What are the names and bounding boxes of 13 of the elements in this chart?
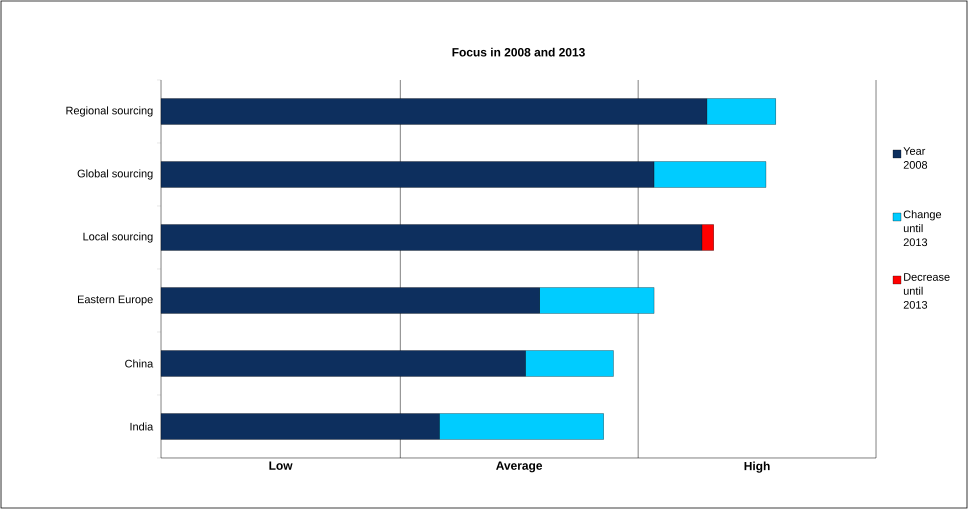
legend-label: Year 2008 [903,147,928,169]
chart-title: Focus in 2008 and 2013 [452,48,585,56]
y-tick-label: Local sourcing [83,232,153,243]
y-tick-label: Eastern Europe [78,296,153,306]
legend-label: Decrease until 2013 [904,273,950,309]
y-tick-label: Global sourcing [78,169,153,180]
y-tick-label: China [125,359,154,368]
text: High [744,462,770,473]
text: Average [496,462,542,472]
legend-label: Change until 2013 [904,210,942,246]
y-tick-label: India [130,422,154,431]
y-tick-label: Regional sourcing [66,106,152,117]
text: Low [269,462,293,470]
